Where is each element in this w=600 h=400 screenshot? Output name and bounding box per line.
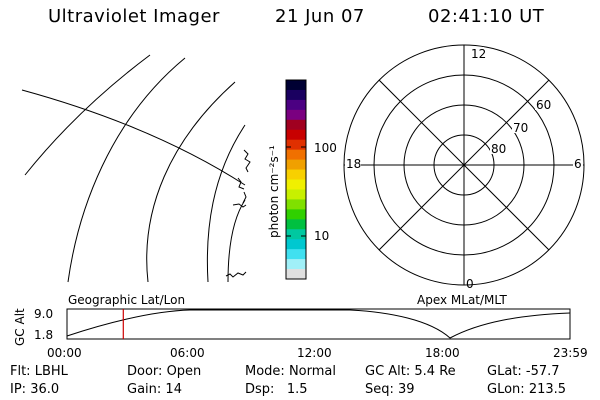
colorbar-segment — [286, 89, 306, 101]
colorbar-segment — [286, 219, 306, 230]
colorbar-segment — [286, 269, 306, 280]
colorbar-tick-10: 10 — [314, 229, 329, 243]
timeline-frame — [66, 308, 571, 340]
readout-door: Door: Open — [127, 364, 202, 379]
mlt-label-0: 0 — [466, 277, 474, 291]
altitude-curve — [66, 309, 571, 339]
colorbar-segment — [286, 159, 306, 171]
readout-gain: Gain: 14 — [127, 382, 182, 397]
instrument-title: Ultraviolet Imager — [48, 6, 220, 27]
colorbar-segment — [286, 119, 306, 131]
colorbar-segment — [286, 259, 306, 270]
colorbar-frame — [285, 79, 307, 280]
x-tick-1800: 18:00 — [425, 346, 460, 360]
colorbar-segment — [286, 169, 306, 180]
map-grid-arc-4 — [206, 124, 246, 283]
colorbar-segment — [286, 199, 306, 210]
coastline — [225, 149, 251, 278]
readout-seq: Seq: 39 — [365, 382, 415, 397]
gc-alt-axis-title: GC Alt — [13, 308, 27, 346]
colorbar-segment — [286, 249, 306, 260]
date-label: 21 Jun 07 — [275, 6, 365, 27]
y-tick-9: 9.0 — [34, 307, 53, 321]
colorbar-tick-100: 100 — [314, 141, 337, 155]
mlt-label-12: 12 — [471, 47, 486, 61]
colorbar-segment — [286, 179, 306, 190]
y-tick-1-8: 1.8 — [34, 328, 53, 342]
colorbar-segment — [286, 239, 306, 250]
x-tick-0000: 00:00 — [47, 346, 82, 360]
colorbar-segment — [286, 80, 306, 91]
time-label: 02:41:10 UT — [428, 6, 545, 27]
colorbar-segment — [286, 209, 306, 220]
geographic-map — [21, 54, 251, 283]
lat-label-70: 70 — [513, 121, 528, 135]
colorbar-segment — [286, 129, 306, 141]
mlt-label-6: 6 — [574, 157, 582, 171]
polar-plot — [343, 44, 585, 286]
colorbar-segment — [286, 189, 306, 200]
map-meridian-line — [21, 89, 246, 186]
x-tick-2359: 23:59 — [553, 346, 588, 360]
readout-glat: GLat: -57.7 — [487, 364, 560, 379]
readout-filter: Flt: LBHL — [10, 364, 68, 379]
lat-label-60: 60 — [536, 98, 551, 112]
colorbar-segment — [286, 149, 306, 161]
timeline-right-label: Apex MLat/MLT — [417, 293, 507, 307]
colorbar-segment — [286, 99, 306, 111]
colorbar-ticks — [286, 146, 306, 237]
timeline-left-label: Geographic Lat/Lon — [68, 293, 185, 307]
readout-gc-alt: GC Alt: 5.4 Re — [365, 364, 456, 379]
readout-dsp: Dsp: 1.5 — [245, 382, 308, 397]
readout-ip: IP: 36.0 — [10, 382, 60, 397]
colorbar-segment — [286, 139, 306, 151]
colorbar-unit-label: photon cm⁻²s⁻¹ — [267, 145, 281, 238]
x-tick-0600: 06:00 — [170, 346, 205, 360]
colorbar-segment — [286, 229, 306, 240]
timeline-panel: Geographic Lat/Lon Apex MLat/MLT GC Alt … — [13, 293, 588, 360]
colorbar — [286, 80, 306, 280]
map-grid-arc-5 — [227, 199, 246, 283]
map-grid-arc-3 — [146, 81, 236, 283]
lat-label-80: 80 — [491, 142, 506, 156]
map-grid-arc-2 — [67, 57, 186, 283]
readout-glon: GLon: 213.5 — [487, 382, 567, 397]
colorbar-segment — [286, 109, 306, 121]
map-grid-arc-1 — [24, 54, 151, 176]
readout-mode: Mode: Normal — [245, 364, 336, 379]
polar-diagonal-2 — [378, 79, 550, 251]
mlt-label-18: 18 — [346, 157, 361, 171]
x-tick-1200: 12:00 — [297, 346, 332, 360]
